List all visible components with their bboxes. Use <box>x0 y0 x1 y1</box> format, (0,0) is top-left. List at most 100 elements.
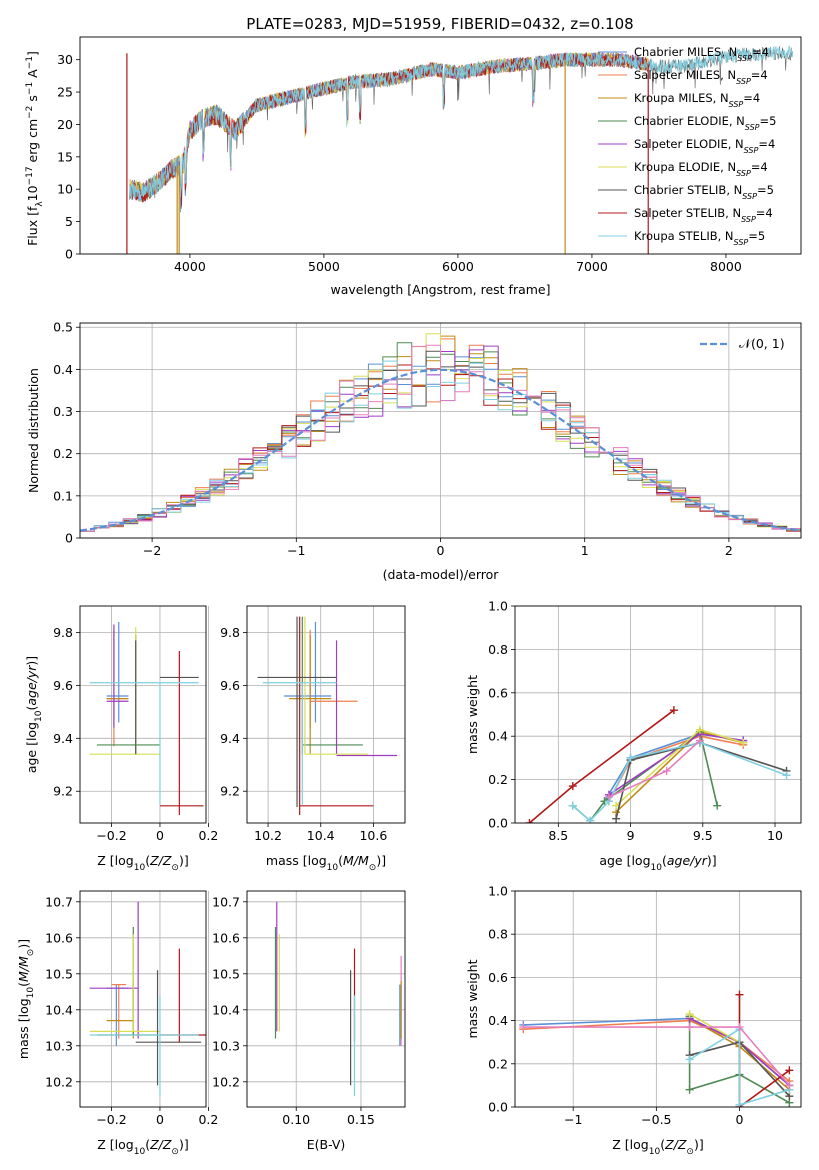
y-tick-label: 0.6 <box>488 685 508 700</box>
data-point <box>159 948 206 1043</box>
legend-label: Salpeter STELIB, NSSP=4 <box>634 206 773 224</box>
x-tick-label: 10.6 <box>359 828 387 843</box>
weight-marker <box>695 736 704 745</box>
y-tick-label: 10.3 <box>45 1038 73 1053</box>
data-point <box>304 616 369 755</box>
data-point <box>96 635 160 755</box>
x-tick-label: 0 <box>437 543 445 558</box>
y-tick-label: 0.2 <box>488 1056 508 1071</box>
data-point <box>257 616 337 808</box>
legend-label: Chabrier ELODIE, NSSP=5 <box>634 114 776 132</box>
y-tick-label: 10.2 <box>45 1074 73 1089</box>
mass-weight-vs-age-panel: 8.5 9 9.5 10 0.0 0.2 0.4 0.6 0.8 1.0 mass weight ag… <box>465 599 802 873</box>
weight-marker <box>604 792 613 801</box>
x-tick-label: 0 <box>736 1112 744 1127</box>
x-tick-label: 5000 <box>308 259 340 274</box>
age-vs-mass-panel: 10.2 10.4 10.6 9.2 9.4 9.6 9.8 mass [log10(M/M⊙… <box>220 605 406 873</box>
data-point <box>299 616 374 816</box>
weight-marker <box>685 1010 694 1019</box>
y-axis-label: mass weight <box>465 959 480 1038</box>
plot-area <box>80 333 801 538</box>
weight-marker <box>685 1055 694 1064</box>
data-point <box>106 624 129 728</box>
y-tick-label: 9.4 <box>220 731 240 746</box>
x-tick-label: −0.2 <box>96 1112 126 1127</box>
weight-marker <box>568 801 577 810</box>
x-tick-label: 10 <box>767 828 783 843</box>
y-tick-label: 0.0 <box>488 1100 508 1115</box>
data-point <box>283 621 332 723</box>
x-tick-label: 8000 <box>710 259 742 274</box>
spectrum-legend: Chabrier MILES, NSSP=4 Salpeter MILES, NS… <box>598 45 776 247</box>
y-tick-label: 0.8 <box>488 927 508 942</box>
y-tick-label: 9.2 <box>53 784 73 799</box>
x-tick-label: 9.5 <box>693 828 713 843</box>
residual-histogram-panel: −2 −1 0 1 2 0 0.1 0.2 0.3 0.4 0.5 𝒩(0, 1) (data-mode… <box>26 320 802 582</box>
x-axis-label: (data-model)/error <box>383 567 500 582</box>
y-tick-label: 9.4 <box>53 731 73 746</box>
x-tick-label: −2 <box>143 543 161 558</box>
weight-series <box>519 1023 794 1090</box>
x-axis-label: mass [log10(M/M⊙)] <box>266 853 386 873</box>
y-tick-label: 9.8 <box>53 625 73 640</box>
legend-label: Salpeter MILES, NSSP=4 <box>634 68 768 86</box>
weight-marker <box>586 816 595 823</box>
y-tick-label: 10.6 <box>45 930 73 945</box>
legend-label: Chabrier MILES, NSSP=4 <box>634 45 769 63</box>
y-tick-label: 10.3 <box>212 1038 240 1053</box>
y-tick-label: 0.5 <box>53 320 73 335</box>
weight-marker <box>739 738 748 747</box>
axes-frame <box>246 605 406 824</box>
y-tick-label: 30 <box>57 52 73 67</box>
weight-marker <box>713 801 722 810</box>
weight-marker <box>735 1023 744 1032</box>
x-axis-label: wavelength [Angstrom, rest frame] <box>330 282 550 297</box>
y-tick-label: 0.6 <box>488 970 508 985</box>
weight-marker <box>626 753 635 762</box>
y-tick-label: 0.0 <box>488 816 508 831</box>
data-point <box>309 629 358 728</box>
mass-weight-vs-metallicity-panel: −1 −0.5 0 0.0 0.2 0.4 0.6 0.8 1.0 mass weight Z [l… <box>465 884 802 1157</box>
weight-marker <box>669 706 678 715</box>
axes-frame <box>79 36 802 255</box>
x-tick-label: 4000 <box>174 259 206 274</box>
legend-label: Kroupa STELIB, NSSP=5 <box>634 229 765 247</box>
data-point <box>89 627 160 755</box>
mass-vs-metallicity-panel: −0.2 0 0.2 10.2 10.3 10.4 10.5 10.6 10.7 Z [log10… <box>16 890 218 1157</box>
weight-series <box>612 738 791 823</box>
axes-frame <box>514 605 802 824</box>
age-vs-metallicity-panel: −0.2 0 0.2 9.2 9.4 9.6 9.8 Z [log10(Z/Z⊙)] age [… <box>24 605 218 873</box>
x-tick-label: 0 <box>156 828 164 843</box>
y-tick-label: 0 <box>65 531 73 546</box>
y-tick-label: 1.0 <box>488 599 508 614</box>
weight-line <box>523 1026 791 1086</box>
y-tick-label: 0.4 <box>53 362 73 377</box>
figure-title: PLATE=0283, MJD=51959, FIBERID=0432, z=0… <box>246 15 633 33</box>
plot-area <box>519 990 794 1107</box>
plot-area <box>274 901 402 1097</box>
x-tick-label: −1 <box>564 1112 582 1127</box>
y-tick-label: 10.4 <box>45 1002 73 1017</box>
weight-marker <box>785 1081 794 1090</box>
x-tick-label: 1 <box>581 543 589 558</box>
weight-line <box>572 741 787 822</box>
y-tick-label: 9.6 <box>53 678 73 693</box>
weight-marker <box>735 1100 744 1107</box>
x-tick-label: 6000 <box>442 259 474 274</box>
weight-marker <box>695 725 704 734</box>
data-point <box>111 983 127 1039</box>
spectrum-line <box>129 45 794 202</box>
y-axis-label: mass weight <box>465 675 480 754</box>
plot-area <box>257 616 398 816</box>
plot-area <box>89 901 206 1097</box>
x-tick-label: 0.2 <box>198 1112 218 1127</box>
x-tick-label: 9 <box>627 828 635 843</box>
data-point <box>289 635 332 755</box>
x-tick-label: −1 <box>287 543 305 558</box>
weight-marker <box>782 771 791 780</box>
y-tick-label: 9.8 <box>220 625 240 640</box>
axes-frame <box>79 890 207 1108</box>
data-point <box>106 635 137 755</box>
y-tick-label: 0.3 <box>53 404 73 419</box>
data-point <box>106 621 129 723</box>
